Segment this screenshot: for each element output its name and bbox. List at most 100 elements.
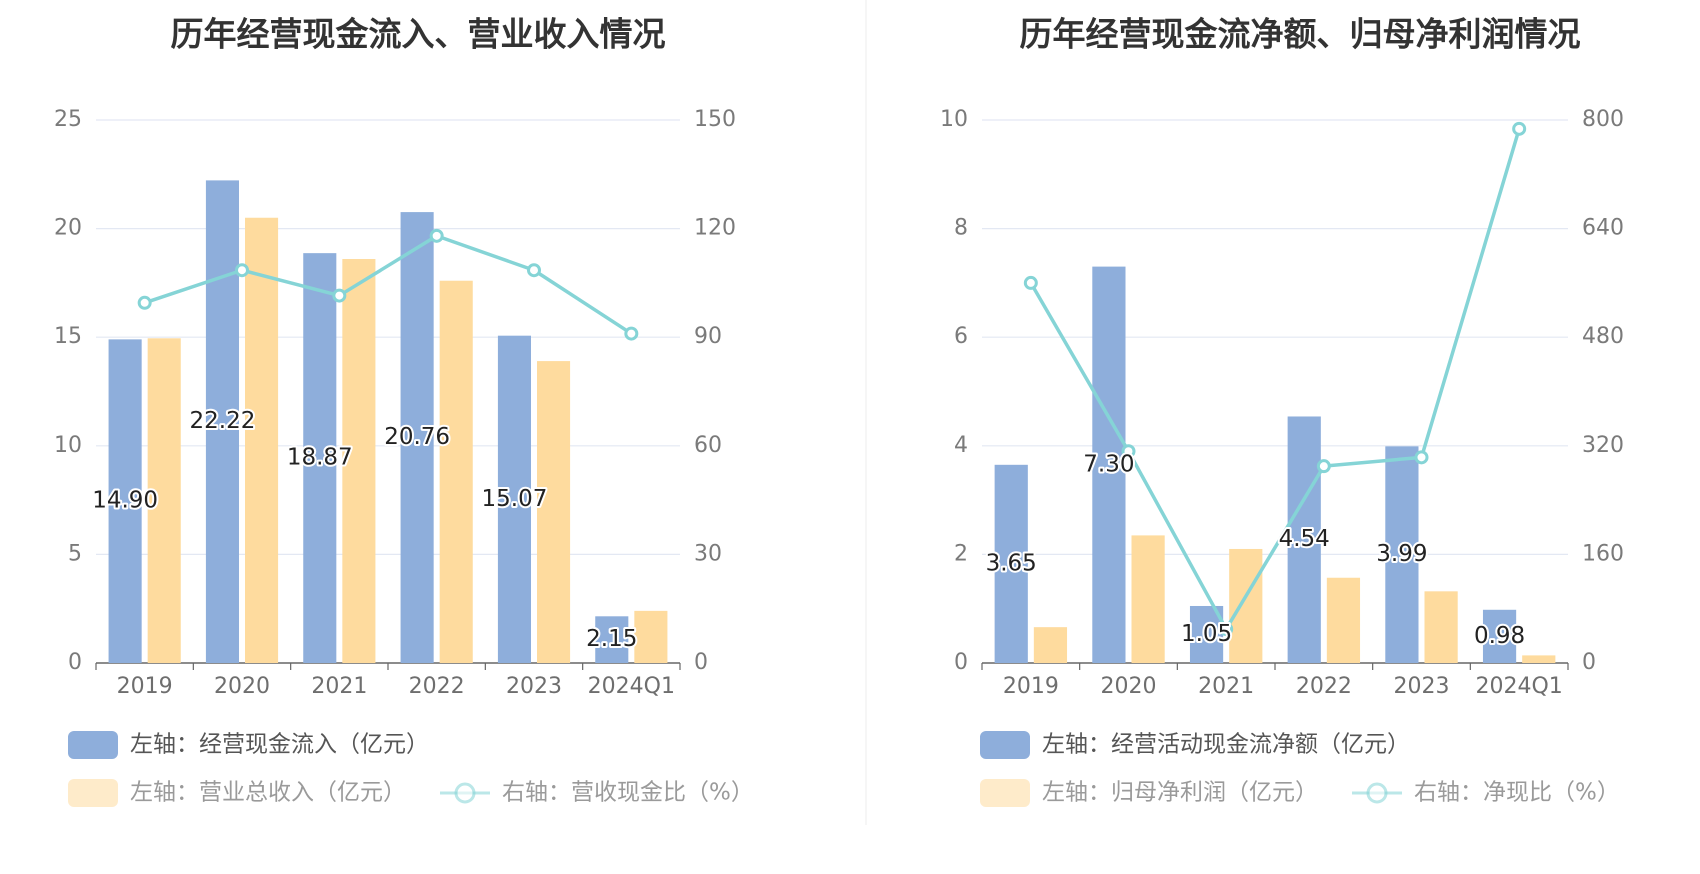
legend-label: 左轴：经营现金流入（亿元） [130, 732, 429, 758]
y-tick-right: 800 [1582, 107, 1624, 132]
y-tick-left: 8 [954, 216, 968, 241]
y-tick-left: 0 [954, 650, 968, 675]
bar-primary [205, 180, 239, 664]
legend-label: 左轴：归母净利润（亿元） [1042, 780, 1318, 806]
x-tick-label: 2019 [1003, 674, 1059, 699]
bar-primary [108, 339, 142, 663]
y-tick-right: 90 [694, 324, 722, 349]
legend-swatch-bar [68, 731, 118, 759]
ratio-line [144, 234, 633, 336]
y-tick-right: 160 [1582, 541, 1624, 566]
bar-data-label: 14.90 [92, 488, 158, 514]
legend-swatch-bar [68, 779, 118, 807]
y-tick-left: 5 [68, 541, 82, 566]
y-tick-left: 4 [954, 433, 968, 458]
y-tick-right: 0 [1582, 650, 1596, 675]
bar-secondary [1326, 577, 1361, 663]
bar-secondary [1522, 655, 1556, 663]
bar-primary [1385, 446, 1419, 663]
bar-secondary [245, 217, 279, 664]
ratio-point [1121, 444, 1136, 459]
bar-secondary [1229, 548, 1263, 663]
y-tick-right: 0 [694, 650, 708, 675]
y-tick-right: 640 [1582, 216, 1624, 241]
bar-data-label: 15.07 [482, 486, 548, 512]
y-tick-left: 0 [68, 650, 82, 675]
chart-title-1: 历年经营现金流净额、归母净利润情况 [1020, 15, 1581, 54]
bar-primary [497, 335, 531, 663]
ratio-point [429, 228, 444, 243]
x-tick-label: 2021 [311, 674, 367, 699]
ratio-line [1029, 128, 1521, 631]
x-tick-label: 2023 [1394, 674, 1450, 699]
x-tick-label: 2020 [1101, 674, 1157, 699]
bar-secondary [634, 610, 668, 663]
legend-swatch-bar [980, 779, 1030, 807]
bar-data-label: 1.05 [1181, 621, 1232, 647]
bar-primary [994, 464, 1028, 663]
ratio-point [1219, 622, 1234, 637]
bar-primary [400, 212, 434, 663]
y-tick-right: 320 [1582, 433, 1624, 458]
legend-label: 右轴：营收现金比（%） [502, 780, 754, 806]
bar-data-label: 7.30 [1083, 451, 1134, 477]
y-tick-right: 30 [694, 541, 722, 566]
ratio-point [137, 295, 152, 310]
bar-primary [303, 253, 337, 663]
y-tick-left: 20 [54, 216, 82, 241]
ratio-point [1414, 450, 1429, 465]
legend-label: 左轴：营业总收入（亿元） [130, 780, 406, 806]
bar-data-label: 0.98 [1474, 623, 1525, 649]
bar-primary [1482, 609, 1517, 663]
y-tick-right: 120 [694, 216, 736, 241]
ratio-point [527, 263, 541, 278]
x-tick-label: 2023 [506, 674, 562, 699]
ratio-point [332, 288, 347, 303]
x-tick-label: 2019 [117, 674, 173, 699]
ratio-point [1023, 275, 1038, 290]
bar-data-label: 2.15 [586, 626, 637, 652]
bar-secondary [1033, 627, 1068, 663]
y-tick-right: 60 [694, 433, 722, 458]
y-tick-left: 6 [954, 324, 968, 349]
legend-swatch-marker [1366, 782, 1388, 804]
bar-primary [595, 616, 629, 663]
ratio-point [235, 263, 249, 278]
bar-primary [1092, 266, 1126, 663]
x-tick-label: 2021 [1198, 674, 1254, 699]
x-tick-label: 2020 [214, 674, 270, 699]
ratio-point [1512, 121, 1527, 136]
y-tick-left: 15 [54, 324, 82, 349]
x-tick-label: 2022 [409, 674, 465, 699]
legend-label: 左轴：经营活动现金流净额（亿元） [1042, 732, 1410, 758]
y-tick-left: 10 [940, 107, 968, 132]
bar-secondary [147, 338, 181, 663]
bar-data-label: 4.54 [1279, 526, 1330, 552]
bar-secondary [537, 361, 571, 663]
bar-data-label: 3.99 [1376, 541, 1427, 567]
bar-data-label: 20.76 [384, 424, 450, 450]
bar-data-label: 22.22 [190, 408, 256, 434]
y-tick-left: 2 [954, 541, 968, 566]
legend-swatch-marker [454, 782, 476, 804]
y-tick-right: 150 [694, 107, 736, 132]
ratio-point [624, 326, 639, 341]
y-tick-right: 480 [1582, 324, 1624, 349]
y-tick-left: 25 [54, 107, 82, 132]
legend-label: 右轴：净现比（%） [1414, 780, 1620, 806]
x-tick-label: 2024Q1 [1476, 674, 1563, 699]
chart-title-0: 历年经营现金流入、营业收入情况 [171, 15, 666, 54]
ratio-point [1316, 459, 1331, 474]
x-tick-label: 2024Q1 [588, 674, 675, 699]
bar-secondary [439, 280, 473, 663]
bar-secondary [1424, 591, 1458, 663]
bar-secondary [342, 259, 376, 663]
y-tick-left: 10 [54, 433, 82, 458]
bar-primary [1287, 416, 1321, 663]
bar-data-label: 3.65 [986, 550, 1037, 576]
bar-data-label: 18.87 [287, 445, 353, 471]
x-tick-label: 2022 [1296, 674, 1352, 699]
legend-swatch-bar [980, 731, 1030, 759]
bar-secondary [1131, 535, 1165, 663]
